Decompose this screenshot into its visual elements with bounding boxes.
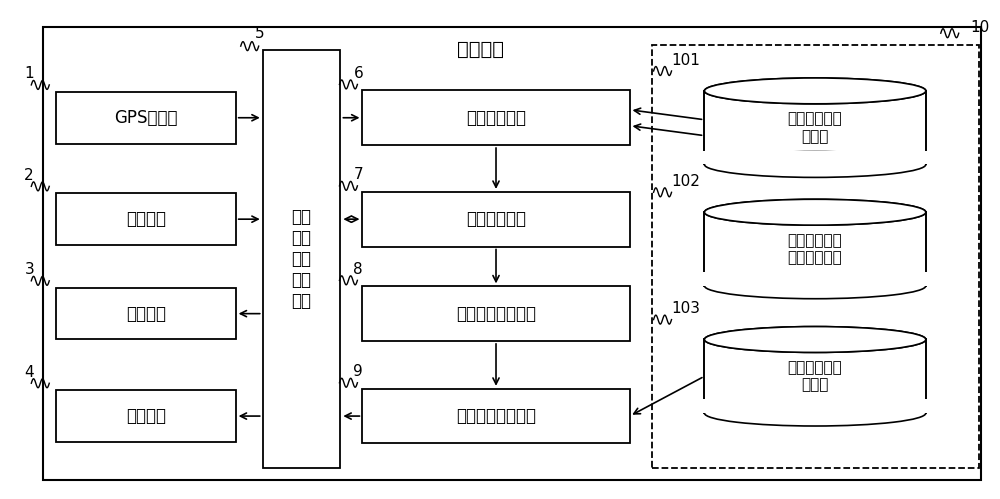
Text: 8: 8 <box>353 262 363 277</box>
Text: 102: 102 <box>672 174 700 189</box>
Text: 三维场景定位单元: 三维场景定位单元 <box>456 305 536 323</box>
Text: GPS接收器: GPS接收器 <box>114 109 178 127</box>
Bar <box>702 399 928 413</box>
Bar <box>56 390 236 442</box>
Ellipse shape <box>704 199 926 225</box>
Bar <box>704 339 926 413</box>
Bar <box>702 151 928 165</box>
Text: 三维场景渲染单元: 三维场景渲染单元 <box>456 407 536 425</box>
Text: 显示装置: 显示装置 <box>126 305 166 323</box>
Text: 三维诱导及匹
配关系数据库: 三维诱导及匹 配关系数据库 <box>788 233 842 265</box>
Bar <box>362 389 630 444</box>
Bar <box>704 212 926 286</box>
Text: 9: 9 <box>353 364 363 379</box>
Text: 路径导航单元: 路径导航单元 <box>466 210 526 228</box>
Text: 路径规划单元: 路径规划单元 <box>466 109 526 127</box>
Ellipse shape <box>704 326 926 352</box>
Ellipse shape <box>704 152 926 178</box>
Text: 6: 6 <box>353 66 363 81</box>
Text: 101: 101 <box>672 52 700 67</box>
Text: 1: 1 <box>24 66 34 81</box>
Text: 导航装置: 导航装置 <box>457 39 504 58</box>
Text: 3: 3 <box>24 262 34 277</box>
Ellipse shape <box>704 400 926 426</box>
Text: 语音装置: 语音装置 <box>126 407 166 425</box>
Text: 5: 5 <box>255 26 264 41</box>
Ellipse shape <box>704 199 926 225</box>
Bar <box>362 286 630 341</box>
Ellipse shape <box>704 78 926 104</box>
Text: 4: 4 <box>24 365 34 380</box>
Bar <box>56 193 236 245</box>
Bar <box>362 192 630 247</box>
Ellipse shape <box>704 326 926 352</box>
Text: 三维电子地图
数据库: 三维电子地图 数据库 <box>788 360 842 393</box>
Ellipse shape <box>704 273 926 299</box>
Text: 输入装置: 输入装置 <box>126 210 166 228</box>
Text: 7: 7 <box>353 168 363 183</box>
Bar <box>704 339 926 413</box>
Text: 数据
输入
输出
控制
单元: 数据 输入 输出 控制 单元 <box>292 209 312 309</box>
Bar <box>652 45 979 468</box>
Bar <box>362 90 630 145</box>
Text: 10: 10 <box>971 20 990 35</box>
Bar <box>704 91 926 165</box>
Bar <box>704 91 926 165</box>
Bar <box>702 272 928 286</box>
Text: 103: 103 <box>672 301 701 316</box>
Bar <box>56 288 236 339</box>
Ellipse shape <box>704 78 926 104</box>
Text: 二维电子地图
数据库: 二维电子地图 数据库 <box>788 111 842 144</box>
Bar <box>56 92 236 144</box>
Bar <box>263 50 340 468</box>
Text: 2: 2 <box>24 168 34 183</box>
Bar <box>704 212 926 286</box>
